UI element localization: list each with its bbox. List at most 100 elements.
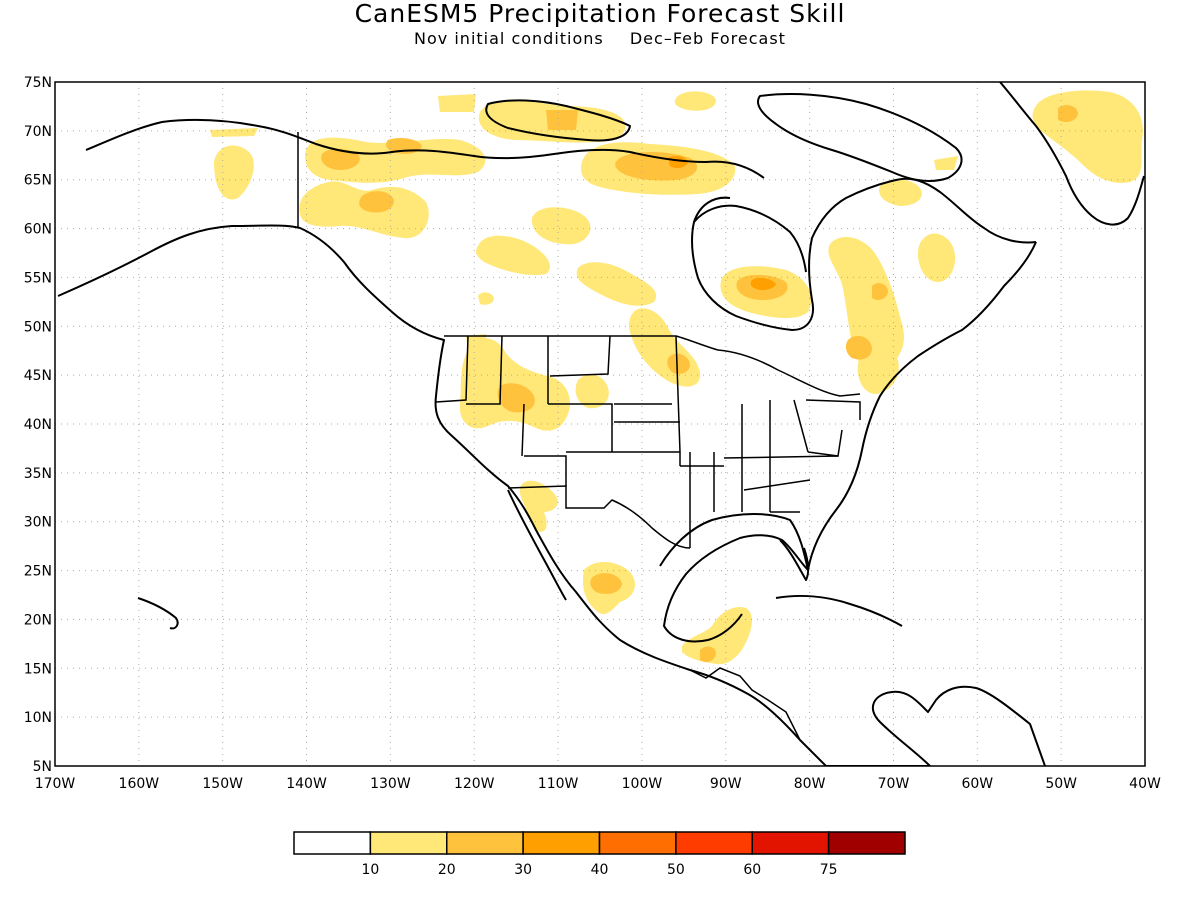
- region-bc: [478, 292, 494, 305]
- colorbar-label: 50: [667, 862, 685, 878]
- lat-tick-label: 45N: [24, 368, 52, 384]
- lat-tick-label: 20N: [24, 612, 52, 628]
- lon-tick-label: 90W: [710, 776, 742, 792]
- core-yukon-1: [321, 148, 360, 170]
- coast-cuba: [775, 595, 903, 627]
- region-alaska-north: [210, 128, 258, 137]
- colorbar-swatch: [293, 831, 372, 855]
- colorbar-label: 40: [591, 862, 609, 878]
- lon-tick-label: 50W: [1045, 776, 1077, 792]
- lat-tick-label: 60N: [24, 222, 52, 238]
- coast-hawaii: [137, 597, 179, 630]
- region-manitoba: [576, 262, 657, 306]
- colorbar-swatch: [369, 831, 448, 855]
- region-baffin-s: [879, 179, 922, 206]
- lon-tick-label: 160W: [119, 776, 160, 792]
- lat-tick-label: 10N: [24, 710, 52, 726]
- lat-tick-label: 5N: [33, 759, 52, 775]
- coast-east: [807, 241, 1037, 571]
- core-quebec-1: [845, 335, 872, 360]
- region-nwt: [305, 137, 486, 183]
- map-subtitle: Nov initial conditions Dec–Feb Forecast: [0, 29, 1200, 49]
- region-wa: [466, 334, 486, 350]
- border-us-canada: [444, 335, 861, 397]
- colorbar-swatch: [522, 831, 601, 855]
- lat-tick-label: 75N: [24, 75, 52, 91]
- colorbar-swatch: [675, 831, 753, 855]
- region-labrador: [918, 233, 956, 282]
- colorbar-label: 75: [820, 862, 838, 878]
- map-frame: [54, 81, 1146, 767]
- political-borders: [297, 132, 861, 741]
- coast-hudson-bay: [693, 204, 807, 273]
- region-athabasca: [476, 235, 550, 276]
- lon-tick-label: 40W: [1129, 776, 1161, 792]
- lat-tick-label: 55N: [24, 270, 52, 286]
- region-banks: [438, 94, 476, 112]
- core-mexico: [590, 573, 622, 594]
- map-title: CanESM5 Precipitation Forecast Skill: [354, 0, 846, 28]
- region-greenland: [1032, 90, 1143, 183]
- subtitle-forecast: Dec–Feb Forecast: [629, 29, 786, 48]
- lon-tick-label: 110W: [538, 776, 579, 792]
- colorbar-label: 60: [743, 862, 761, 878]
- core-quebec-2: [872, 283, 888, 300]
- lat-tick-label: 25N: [24, 564, 52, 580]
- longitude-tick-labels: 170W 160W 150W 140W 130W 120W 110W 100W 90W 80W 70…: [35, 776, 1161, 792]
- core-yukon-2: [359, 191, 394, 213]
- lon-tick-label: 130W: [370, 776, 411, 792]
- coast-arctic: [85, 118, 765, 179]
- border-states: [435, 335, 861, 548]
- skill-shading: [210, 90, 1143, 665]
- coast-florida: [779, 539, 810, 581]
- region-cancentral: [531, 207, 591, 245]
- colorbar-swatch: [598, 831, 677, 855]
- colorbar-swatch: [827, 831, 906, 855]
- core-manitoba: [667, 353, 690, 374]
- region-baffin-w: [674, 91, 716, 111]
- region-foxe: [934, 156, 958, 170]
- colorbar: 10 20 30 40 50 60 75: [293, 831, 906, 878]
- core-nwt-2: [546, 110, 578, 130]
- coast-north-america: [57, 224, 1046, 766]
- lat-tick-label: 30N: [24, 515, 52, 531]
- lat-tick-label: 15N: [24, 661, 52, 677]
- border-central-america: [689, 667, 801, 741]
- lat-tick-label: 50N: [24, 319, 52, 335]
- lon-tick-label: 140W: [286, 776, 327, 792]
- lon-tick-label: 150W: [202, 776, 243, 792]
- subtitle-init: Nov initial conditions: [414, 29, 604, 48]
- core-idaho: [497, 383, 535, 413]
- lon-tick-label: 80W: [794, 776, 826, 792]
- latitude-tick-labels: 5N 10N 15N 20N 25N 30N 35N 40N 45N 50N 55N 60N 65N 70…: [24, 75, 52, 775]
- lat-tick-label: 40N: [24, 417, 52, 433]
- region-maine: [857, 345, 899, 394]
- lon-tick-label: 120W: [454, 776, 495, 792]
- colorbar-swatch: [446, 831, 524, 855]
- lat-tick-label: 35N: [24, 466, 52, 482]
- lon-tick-label: 100W: [622, 776, 663, 792]
- lon-tick-label: 70W: [878, 776, 910, 792]
- border-us-mexico: [507, 485, 691, 549]
- core-yucatan: [700, 646, 716, 662]
- coastlines: [57, 82, 1145, 766]
- lat-tick-label: 65N: [24, 173, 52, 189]
- lon-tick-label: 170W: [35, 776, 76, 792]
- coast-labrador: [690, 177, 1037, 331]
- region-arizona: [519, 480, 558, 532]
- region-lakesup: [629, 308, 701, 387]
- region-quebec: [828, 237, 904, 373]
- region-alaska-west: [214, 145, 254, 200]
- peak-hudson: [750, 277, 776, 291]
- coast-baffin: [757, 93, 963, 182]
- colorbar-label: 10: [361, 862, 379, 878]
- core-greenland: [1058, 105, 1078, 122]
- colorbar-swatch: [751, 831, 830, 855]
- lon-tick-label: 60W: [961, 776, 993, 792]
- coast-victoria-island: [485, 99, 631, 142]
- coast-gulf: [659, 513, 809, 643]
- coast-greenland: [999, 82, 1145, 226]
- colorbar-label: 30: [514, 862, 532, 878]
- lat-tick-label: 70N: [24, 124, 52, 140]
